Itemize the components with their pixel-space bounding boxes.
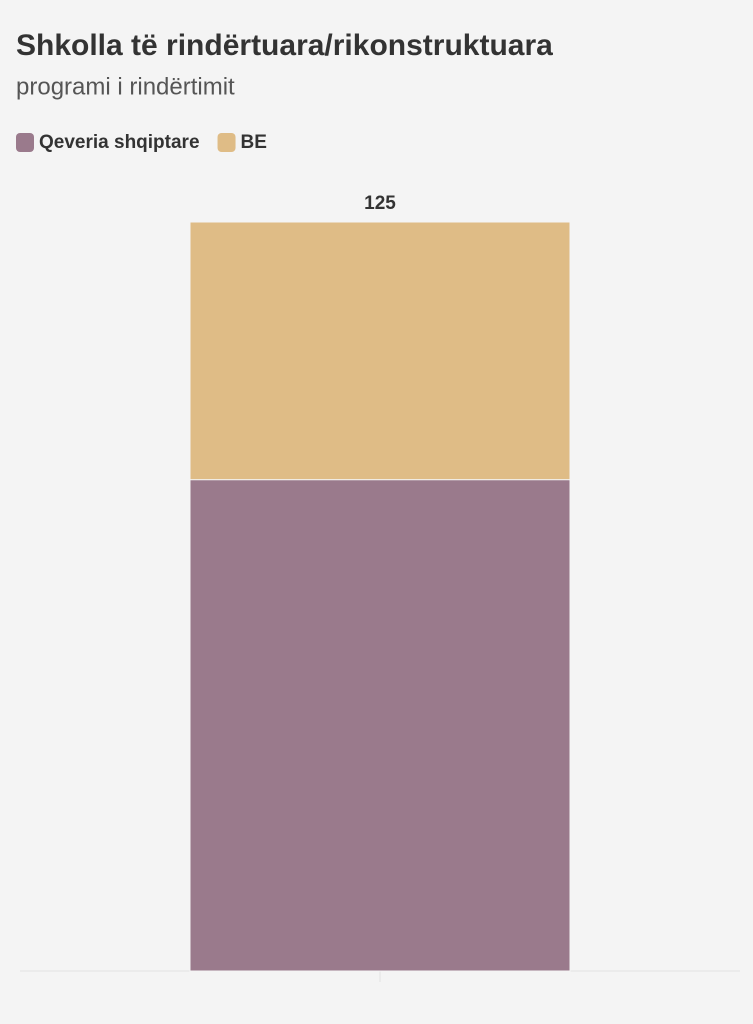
total-label: 125 [364, 193, 396, 214]
bar-segment [189, 479, 571, 972]
chart-title: Shkolla të rindërtuara/rikonstruktuara [16, 29, 553, 62]
legend-swatch [16, 133, 34, 152]
chart-subtitle: programi i rindërtimit [16, 73, 235, 100]
legend-label: BE [241, 132, 267, 153]
legend-swatch [217, 133, 236, 152]
legend-label: Qeveria shqiptare [39, 132, 200, 153]
bar-segment [189, 221, 571, 481]
